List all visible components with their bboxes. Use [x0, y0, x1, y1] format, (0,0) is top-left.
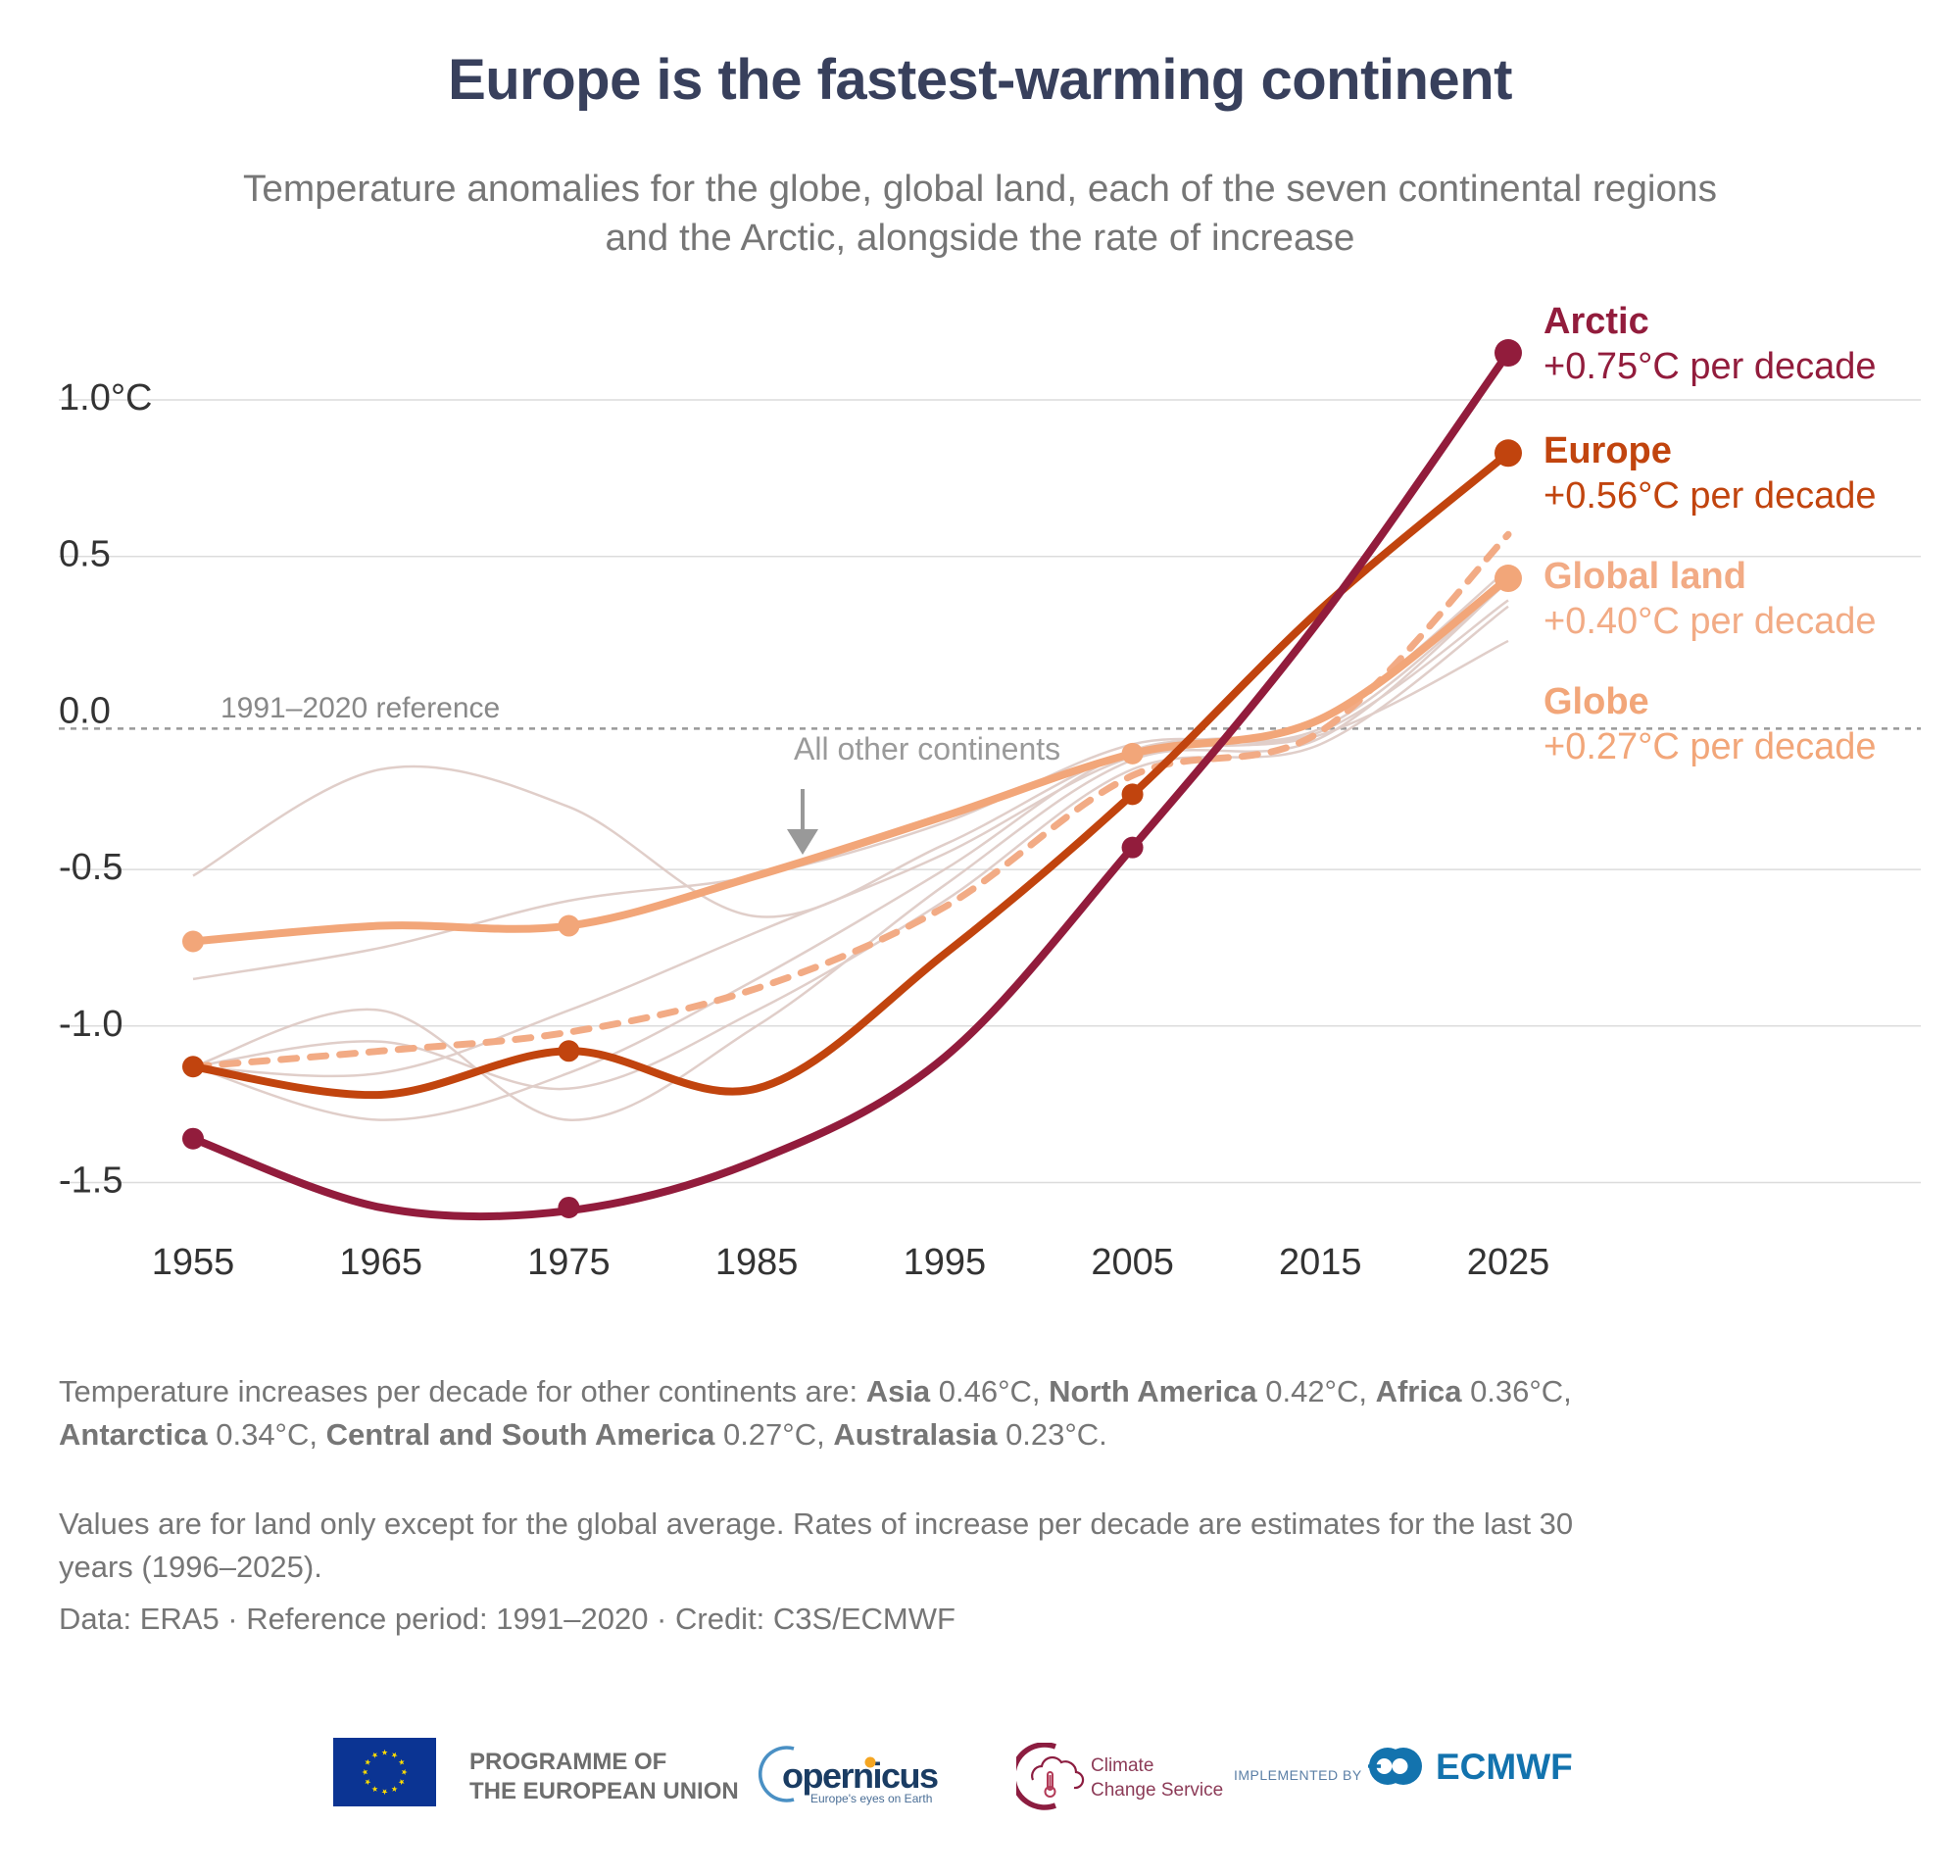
- svg-text:2015: 2015: [1279, 1242, 1362, 1283]
- svg-text:1975: 1975: [527, 1242, 611, 1283]
- svg-text:1995: 1995: [904, 1242, 987, 1283]
- svg-text:opernicus: opernicus: [782, 1755, 938, 1796]
- svg-text:Global land: Global land: [1544, 556, 1746, 597]
- svg-text:+0.27°C per decade: +0.27°C per decade: [1544, 726, 1877, 767]
- svg-text:0.5: 0.5: [59, 534, 111, 575]
- svg-text:Europe's eyes on Earth: Europe's eyes on Earth: [810, 1792, 932, 1805]
- svg-text:+0.56°C per decade: +0.56°C per decade: [1544, 475, 1877, 517]
- svg-text:Arctic: Arctic: [1544, 301, 1649, 342]
- svg-text:Change Service: Change Service: [1091, 1780, 1223, 1801]
- svg-text:Climate: Climate: [1091, 1755, 1153, 1776]
- svg-text:-1.5: -1.5: [59, 1160, 122, 1202]
- svg-text:1991–2020 reference: 1991–2020 reference: [220, 692, 500, 724]
- svg-text:2005: 2005: [1091, 1242, 1174, 1283]
- svg-text:Globe: Globe: [1544, 681, 1649, 722]
- svg-text:All other continents: All other continents: [794, 731, 1060, 766]
- svg-text:-1.0: -1.0: [59, 1004, 122, 1045]
- svg-text:+0.40°C per decade: +0.40°C per decade: [1544, 601, 1877, 642]
- svg-text:1965: 1965: [339, 1242, 422, 1283]
- svg-text:1985: 1985: [715, 1242, 799, 1283]
- svg-text:0.0: 0.0: [59, 690, 111, 731]
- svg-text:1955: 1955: [152, 1242, 235, 1283]
- svg-text:2025: 2025: [1467, 1242, 1550, 1283]
- svg-text:+0.75°C per decade: +0.75°C per decade: [1544, 346, 1877, 387]
- svg-text:ECMWF: ECMWF: [1436, 1748, 1573, 1787]
- svg-text:1.0°C: 1.0°C: [59, 377, 152, 419]
- svg-text:Europe: Europe: [1544, 430, 1672, 471]
- svg-text:-0.5: -0.5: [59, 847, 122, 888]
